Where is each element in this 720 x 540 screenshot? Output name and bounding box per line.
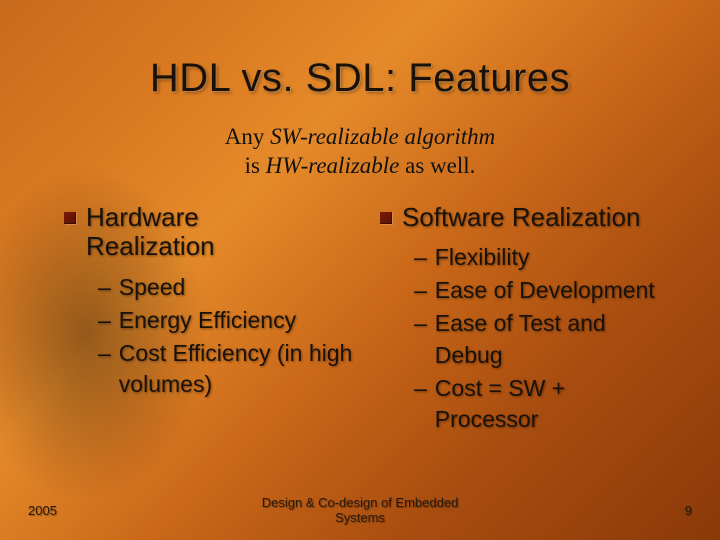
list-item-label: Cost Efficiency (in high volumes) [119,338,356,400]
list-item-label: Cost = SW + Processor [435,373,672,435]
left-heading-text: Hardware Realization [86,203,215,263]
dash-icon: – [98,338,111,400]
footer-title-line-1: Design & Co-design of Embedded [88,495,632,511]
bullet-square-icon [380,212,392,224]
list-item-label: Flexibility [435,242,530,273]
right-column: Software Realization – Flexibility – Eas… [380,203,672,437]
left-sub-list: – Speed – Energy Efficiency – Cost Effic… [64,272,356,400]
list-item: – Ease of Test and Debug [414,308,672,370]
dash-icon: – [98,272,111,303]
dash-icon: – [414,275,427,306]
right-heading-text: Software Realization [402,203,640,233]
dash-icon: – [414,242,427,273]
left-column: Hardware Realization – Speed – Energy Ef… [64,203,356,437]
footer-title-line-2: Systems [88,510,632,526]
subtitle-pre-1: Any [225,124,270,149]
content-columns: Hardware Realization – Speed – Energy Ef… [0,203,720,437]
list-item: – Ease of Development [414,275,672,306]
slide-title: HDL vs. SDL: Features [0,0,720,101]
slide-footer: 2005 Design & Co-design of Embedded Syst… [0,495,720,526]
list-item: – Cost = SW + Processor [414,373,672,435]
left-heading-line-1: Hardware [86,203,215,233]
slide-subtitle: Any SW-realizable algorithm is HW-realiz… [0,123,720,181]
left-heading: Hardware Realization [64,203,356,263]
list-item: – Energy Efficiency [98,305,356,336]
bullet-square-icon [64,212,76,224]
list-item: – Flexibility [414,242,672,273]
list-item: – Cost Efficiency (in high volumes) [98,338,356,400]
subtitle-italic-2: HW-realizable [266,153,400,178]
list-item: – Speed [98,272,356,303]
subtitle-italic-1: SW-realizable algorithm [270,124,495,149]
dash-icon: – [414,308,427,370]
right-sub-list: – Flexibility – Ease of Development – Ea… [380,242,672,434]
list-item-label: Ease of Test and Debug [435,308,672,370]
footer-title: Design & Co-design of Embedded Systems [88,495,632,526]
list-item-label: Ease of Development [435,275,655,306]
list-item-label: Speed [119,272,186,303]
dash-icon: – [414,373,427,435]
subtitle-line-2: is HW-realizable as well. [0,152,720,181]
slide: HDL vs. SDL: Features Any SW-realizable … [0,0,720,540]
right-heading: Software Realization [380,203,672,233]
dash-icon: – [98,305,111,336]
footer-date: 2005 [28,503,88,518]
footer-page-number: 9 [632,503,692,518]
subtitle-pre-2: is [245,153,266,178]
subtitle-line-1: Any SW-realizable algorithm [0,123,720,152]
subtitle-post-2: as well. [399,153,475,178]
left-heading-line-2: Realization [86,232,215,262]
list-item-label: Energy Efficiency [119,305,296,336]
